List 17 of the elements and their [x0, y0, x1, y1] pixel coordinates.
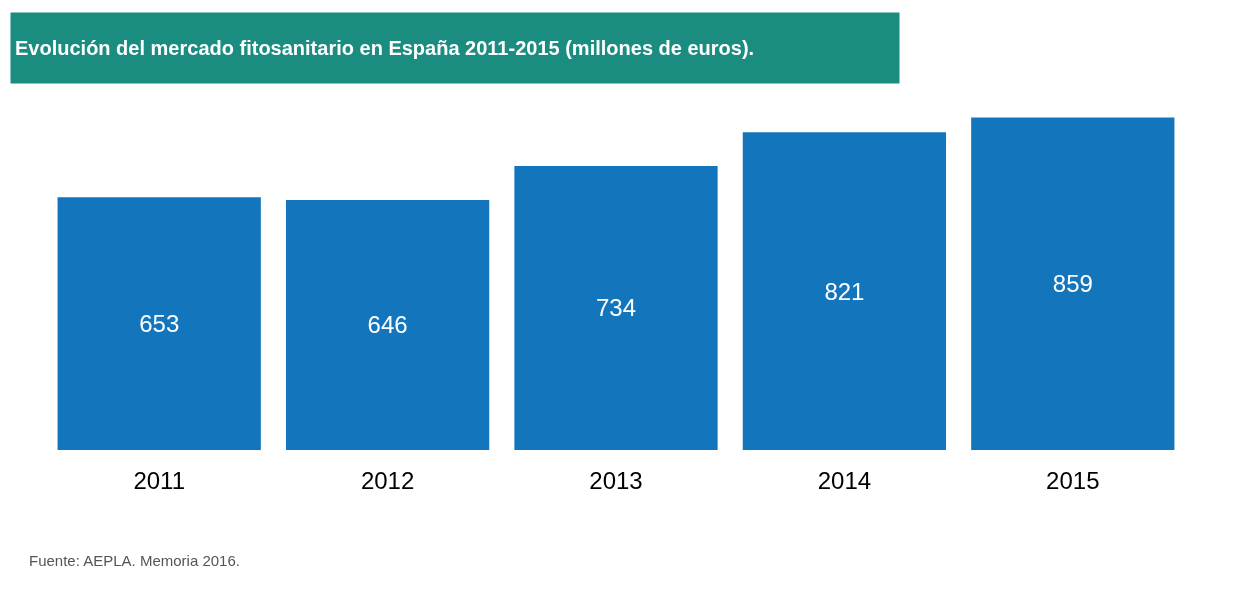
x-tick-label: 2014 — [817, 467, 872, 494]
x-tick-label: 2012 — [360, 467, 415, 494]
chart-title: Evolución del mercado fitosanitario en España 2011-2015 (millones de euros). — [15, 37, 755, 59]
x-tick-label: 2013 — [589, 467, 643, 494]
bar — [514, 165, 718, 450]
data-label: 646 — [367, 311, 408, 339]
x-tick-label: 2011 — [133, 467, 185, 494]
x-tick-label: 2015 — [1046, 467, 1100, 494]
data-label: 821 — [824, 277, 865, 305]
bar — [57, 197, 261, 450]
data-label: 859 — [1052, 270, 1093, 298]
data-label: 653 — [139, 310, 180, 338]
source-note: Fuente: AEPLA. Memoria 2016. — [29, 552, 240, 569]
bar — [742, 132, 947, 450]
data-label: 734 — [595, 294, 637, 322]
bar — [285, 199, 490, 450]
bar — [971, 117, 1175, 450]
